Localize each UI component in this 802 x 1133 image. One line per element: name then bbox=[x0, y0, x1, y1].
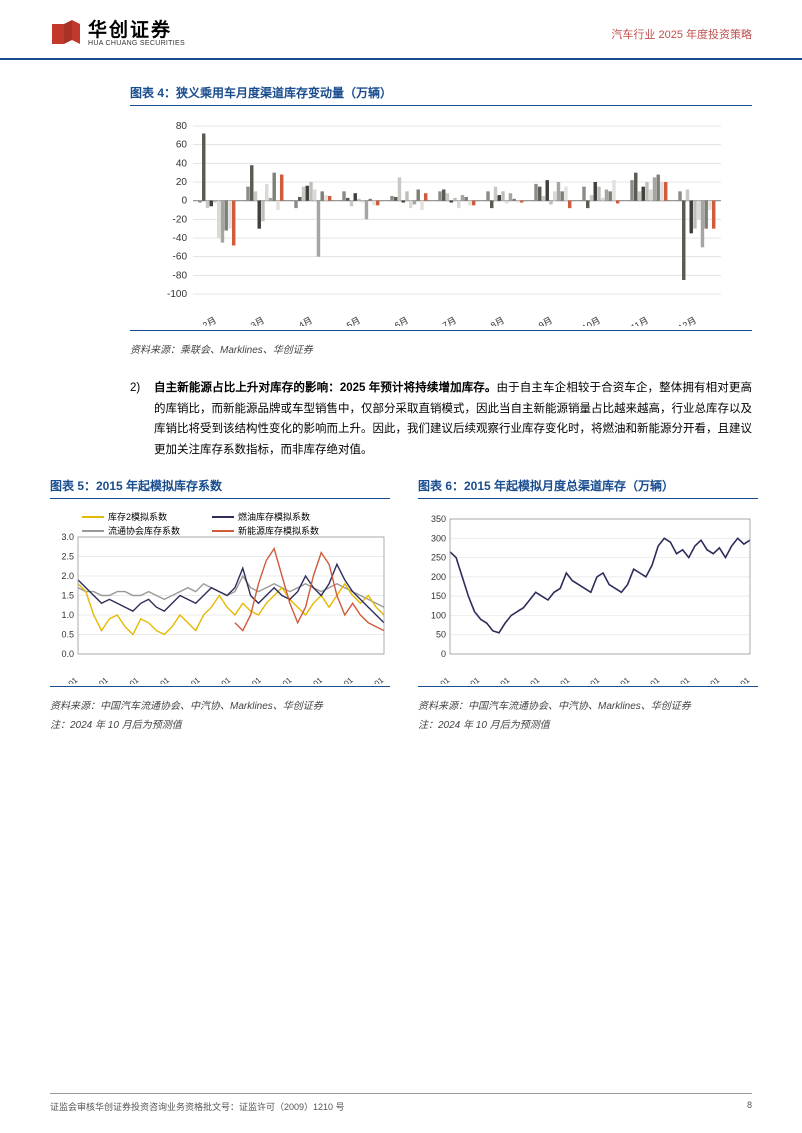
svg-text:2017-01: 2017-01 bbox=[112, 675, 141, 684]
svg-text:2020-01: 2020-01 bbox=[204, 675, 233, 684]
svg-text:2023-01: 2023-01 bbox=[663, 675, 692, 684]
svg-text:-80: -80 bbox=[173, 270, 188, 281]
svg-text:350: 350 bbox=[431, 514, 446, 524]
logo-cn-text: 华创证券 bbox=[88, 21, 185, 40]
svg-text:1月+2月: 1月+2月 bbox=[184, 315, 218, 326]
svg-text:200: 200 bbox=[431, 572, 446, 582]
svg-text:-40: -40 bbox=[173, 233, 188, 244]
svg-text:4月: 4月 bbox=[297, 315, 314, 326]
chart5-source: 资料来源：中国汽车流通协会、中汽协、Marklines、华创证券 bbox=[50, 697, 390, 712]
chart4-source: 资料来源：乘联会、Marklines、华创证券 bbox=[130, 341, 752, 356]
svg-text:2022-01: 2022-01 bbox=[633, 675, 662, 684]
svg-text:-60: -60 bbox=[173, 252, 188, 263]
svg-text:0.0: 0.0 bbox=[61, 649, 74, 659]
logo-en-text: HUA CHUANG SECURITIES bbox=[88, 40, 185, 47]
svg-text:0: 0 bbox=[181, 196, 187, 207]
svg-text:40: 40 bbox=[176, 158, 188, 169]
chart4-container: -100 -80 -60 -40 -20 0 20 40 60 80 1月+2月 3月 4月 5月 6月 7月… bbox=[151, 116, 731, 326]
footer-left: 证监会审核华创证券投资咨询业务资格批文号：证监许可（2009）1210 号 bbox=[50, 1100, 345, 1113]
svg-text:3.0: 3.0 bbox=[61, 532, 74, 542]
svg-text:9月: 9月 bbox=[537, 315, 554, 326]
chart6-container: 0 50 100 150 200 250 300 350 2015-012016-012017-… bbox=[418, 509, 758, 684]
footer-page-num: 8 bbox=[747, 1100, 752, 1113]
svg-text:2016-01: 2016-01 bbox=[453, 675, 482, 684]
svg-text:10月: 10月 bbox=[581, 315, 602, 326]
svg-text:150: 150 bbox=[431, 591, 446, 601]
svg-text:2.5: 2.5 bbox=[61, 551, 74, 561]
svg-text:-20: -20 bbox=[173, 214, 188, 225]
chart5-title: 图表 5：2015 年起模拟库存系数 bbox=[50, 477, 390, 494]
svg-text:流通协会库存系数: 流通协会库存系数 bbox=[108, 525, 180, 536]
logo-icon bbox=[50, 18, 82, 50]
svg-text:2019-01: 2019-01 bbox=[543, 675, 572, 684]
svg-text:250: 250 bbox=[431, 552, 446, 562]
svg-text:2018-01: 2018-01 bbox=[513, 675, 542, 684]
chart6-note: 注：2024 年 10 月后为预测值 bbox=[418, 716, 758, 731]
svg-text:2019-01: 2019-01 bbox=[173, 675, 202, 684]
svg-text:8月: 8月 bbox=[489, 315, 506, 326]
svg-text:2024-01: 2024-01 bbox=[693, 675, 722, 684]
svg-text:5月: 5月 bbox=[345, 315, 362, 326]
page-footer: 证监会审核华创证券投资咨询业务资格批文号：证监许可（2009）1210 号 8 bbox=[50, 1093, 752, 1113]
svg-text:2016-01: 2016-01 bbox=[82, 675, 111, 684]
svg-text:80: 80 bbox=[176, 121, 188, 132]
svg-text:库存2模拟系数: 库存2模拟系数 bbox=[108, 511, 167, 522]
chart6-title: 图表 6：2015 年起模拟月度总渠道库存（万辆） bbox=[418, 477, 758, 494]
svg-text:2017-01: 2017-01 bbox=[483, 675, 512, 684]
paragraph-block: 2) 自主新能源占比上升对库存的影响：2025 年预计将持续增加库存。由于自主车… bbox=[130, 378, 752, 461]
svg-text:1.5: 1.5 bbox=[61, 590, 74, 600]
svg-text:50: 50 bbox=[436, 629, 446, 639]
svg-text:2015-01: 2015-01 bbox=[423, 675, 452, 684]
svg-text:-100: -100 bbox=[167, 289, 187, 300]
svg-text:1.0: 1.0 bbox=[61, 610, 74, 620]
chart6-source: 资料来源：中国汽车流通协会、中汽协、Marklines、华创证券 bbox=[418, 697, 758, 712]
svg-text:2025-01: 2025-01 bbox=[723, 675, 752, 684]
svg-text:2020-01: 2020-01 bbox=[573, 675, 602, 684]
svg-text:2022-01: 2022-01 bbox=[265, 675, 294, 684]
para-bold: 自主新能源占比上升对库存的影响：2025 年预计将持续增加库存。 bbox=[154, 382, 497, 394]
svg-text:300: 300 bbox=[431, 533, 446, 543]
logo-block: 华创证券 HUA CHUANG SECURITIES bbox=[50, 18, 185, 50]
header-right-text: 汽车行业 2025 年度投资策略 bbox=[611, 26, 752, 42]
svg-text:2025-01: 2025-01 bbox=[357, 675, 386, 684]
chart5-container: 库存2模拟系数 燃油库存模拟系数流通协会库存系数 新能源库存模拟系数 0.0 0.5 1.… bbox=[50, 509, 390, 684]
svg-text:2024-01: 2024-01 bbox=[326, 675, 355, 684]
svg-text:11月: 11月 bbox=[629, 315, 650, 326]
svg-text:0: 0 bbox=[441, 649, 446, 659]
svg-text:2.0: 2.0 bbox=[61, 571, 74, 581]
chart4-title: 图表 4：狭义乘用车月度渠道库存变动量（万辆） bbox=[130, 84, 752, 101]
para-num: 2) bbox=[130, 378, 146, 461]
svg-text:60: 60 bbox=[176, 140, 188, 151]
svg-text:2018-01: 2018-01 bbox=[143, 675, 172, 684]
svg-text:燃油库存模拟系数: 燃油库存模拟系数 bbox=[238, 511, 310, 522]
svg-text:20: 20 bbox=[176, 177, 188, 188]
para-text: 自主新能源占比上升对库存的影响：2025 年预计将持续增加库存。由于自主车企相较… bbox=[154, 378, 752, 461]
svg-text:2021-01: 2021-01 bbox=[603, 675, 632, 684]
chart5-note: 注：2024 年 10 月后为预测值 bbox=[50, 716, 390, 731]
svg-text:100: 100 bbox=[431, 610, 446, 620]
svg-text:0.5: 0.5 bbox=[61, 629, 74, 639]
svg-text:3月: 3月 bbox=[249, 315, 266, 326]
svg-text:2021-01: 2021-01 bbox=[235, 675, 264, 684]
svg-text:2023-01: 2023-01 bbox=[296, 675, 325, 684]
svg-text:7月: 7月 bbox=[441, 315, 458, 326]
svg-text:新能源库存模拟系数: 新能源库存模拟系数 bbox=[238, 525, 319, 536]
svg-text:6月: 6月 bbox=[393, 315, 410, 326]
page-header: 华创证券 HUA CHUANG SECURITIES 汽车行业 2025 年度投… bbox=[0, 0, 802, 60]
svg-text:12月: 12月 bbox=[677, 315, 698, 326]
svg-text:2015-01: 2015-01 bbox=[51, 675, 80, 684]
